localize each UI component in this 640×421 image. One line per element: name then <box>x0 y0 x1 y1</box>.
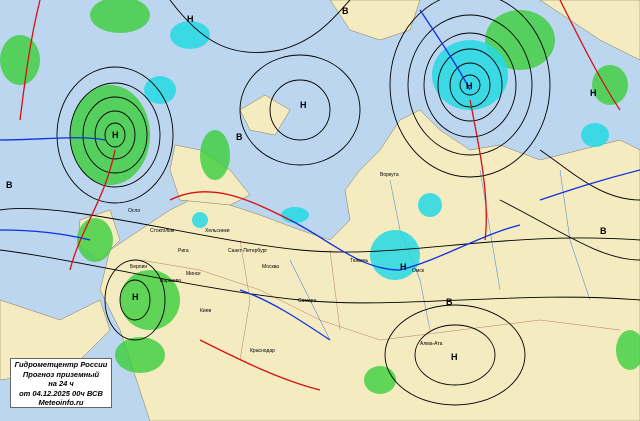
city-label: Самара <box>298 298 316 304</box>
city-label: Киев <box>200 308 211 314</box>
low-center: B <box>342 6 349 16</box>
high-center: H <box>451 352 458 362</box>
cold-fronts <box>0 9 640 341</box>
low-center: B <box>6 180 13 190</box>
high-center: H <box>300 100 307 110</box>
legend-issued: от 04.12.2025 00ч ВСВ <box>19 388 103 398</box>
low-center: B <box>236 132 243 142</box>
city-label: Санкт-Петербург <box>228 248 267 254</box>
city-label: Краснодар <box>250 348 275 354</box>
legend-org: Гидрометцентр России <box>14 360 108 369</box>
warm-fronts <box>19 0 621 391</box>
city-label: Хельсинки <box>205 228 230 234</box>
city-label: Алма-Ата <box>420 341 443 347</box>
city-label: Тюмень <box>350 258 369 264</box>
city-label: Берлин <box>130 264 147 270</box>
city-label: Рига <box>178 248 189 254</box>
legend-title: Прогноз приземный <box>22 369 100 379</box>
high-center: H <box>132 292 139 302</box>
low-center: B <box>600 226 607 236</box>
low-center: B <box>446 297 453 307</box>
city-label: Воркута <box>380 172 399 178</box>
city-label: Омск <box>412 268 425 274</box>
city-label: Москва <box>262 264 279 270</box>
high-center: H <box>187 14 194 24</box>
high-center: H <box>400 262 407 272</box>
high-center: H <box>112 130 119 140</box>
city-label: Стокгольм <box>150 228 175 234</box>
city-label: Осло <box>128 208 140 214</box>
city-labels: Москва Санкт-Петербург Самара Воркута Ки… <box>128 172 443 354</box>
legend-site: Meteoinfo.ru <box>38 398 84 408</box>
city-label: Минск <box>186 271 201 277</box>
high-center: H <box>466 81 473 91</box>
isobars <box>0 0 640 406</box>
pressure-centers: H H H H H H H H B B B B B <box>6 6 607 362</box>
borders <box>139 239 621 361</box>
high-center: H <box>590 88 597 98</box>
map-legend: Гидрометцентр России Прогноз приземный н… <box>10 358 112 408</box>
legend-lead: на 24 ч <box>48 379 74 389</box>
city-label: Варшава <box>160 278 181 284</box>
